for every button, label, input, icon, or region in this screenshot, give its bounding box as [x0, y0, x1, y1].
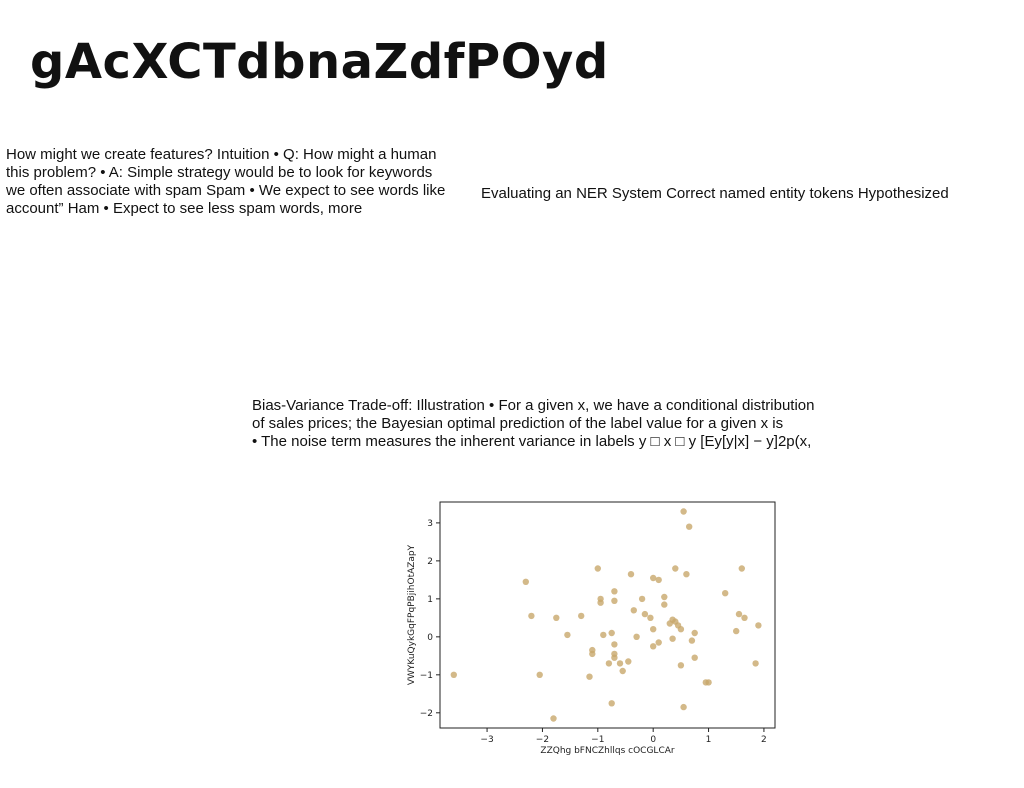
scatter-point: [450, 671, 457, 678]
scatter-point: [589, 650, 596, 658]
y-tick-label: 0: [427, 633, 433, 643]
scatter-point: [600, 631, 607, 639]
x-tick-label: 1: [706, 735, 712, 745]
scatter-point: [619, 667, 626, 675]
scatter-chart-svg: −3 −2 −1 0 1 2 −2 −1 0 1 2 3 ZZQhg bFNCZhllqs cOCG…: [407, 501, 776, 756]
text-block-bias-variance: Bias-Variance Trade-off: Illustration • …: [252, 397, 815, 450]
scatter-point: [705, 679, 712, 686]
y-tick-label: 2: [427, 557, 433, 567]
scatter-point: [691, 629, 698, 637]
scatter-point: [655, 639, 662, 646]
scatter-point: [672, 565, 679, 572]
scatter-point: [597, 599, 604, 606]
text-block-ner: Evaluating an NER System Correct named e…: [481, 185, 949, 202]
scatter-point: [536, 671, 543, 678]
x-tick-label: −3: [480, 735, 493, 745]
scatter-point: [661, 601, 668, 608]
scatter-point: [522, 578, 529, 585]
scatter-point: [755, 622, 762, 629]
scatter-point: [608, 629, 615, 637]
scatter-point: [752, 660, 759, 667]
scatter-point: [733, 627, 740, 635]
scatter-point: [638, 595, 646, 603]
x-tick-label: −2: [536, 735, 549, 745]
scatter-point: [669, 635, 676, 642]
scatter-point: [655, 576, 662, 584]
scatter-point: [680, 703, 687, 711]
scatter-point: [627, 571, 635, 578]
x-tick-label: 2: [761, 735, 767, 745]
scatter-point: [594, 565, 601, 572]
y-axis-label: VWYKuQykGqFPqPBjihOtAZapY: [407, 544, 417, 685]
scatter-point: [686, 523, 693, 530]
y-tick-label: −2: [420, 709, 433, 719]
scatter-point: [661, 593, 668, 601]
x-axis-ticks: −3 −2 −1 0 1 2: [480, 728, 767, 745]
scatter-point: [677, 626, 685, 633]
plot-area-frame: [439, 501, 776, 729]
scatter-point: [608, 700, 615, 707]
scatter-point: [647, 614, 654, 621]
scatter-point: [564, 631, 571, 639]
scatter-point: [611, 597, 618, 604]
scatter-point: [550, 715, 557, 722]
scatter-point: [650, 626, 657, 633]
scatter-point: [611, 654, 618, 661]
scatter-point: [611, 641, 618, 648]
scatter-point: [738, 565, 745, 572]
scatter-point: [741, 614, 748, 621]
x-tick-label: −1: [591, 735, 604, 745]
scatter-point: [735, 610, 743, 618]
scatter-point: [683, 571, 690, 578]
text-block-features: How might we create features? Intuition …: [6, 146, 446, 217]
scatter-point: [616, 660, 624, 667]
scatter-point: [677, 662, 685, 669]
scatter-point: [625, 658, 632, 665]
scatter-point: [528, 612, 535, 620]
scatter-point: [578, 612, 585, 620]
points-layer: [450, 508, 762, 722]
page-title: gAcXCTdbnaZdfPOyd: [30, 34, 609, 90]
scatter-point: [630, 607, 637, 614]
scatter-point: [553, 614, 560, 621]
y-tick-label: 1: [427, 595, 433, 605]
scatter-point: [586, 673, 593, 680]
scatter-point: [605, 660, 613, 667]
scatter-point: [650, 574, 657, 582]
y-tick-label: 3: [427, 519, 433, 529]
x-tick-label: 0: [650, 735, 656, 745]
scatter-point: [691, 654, 698, 661]
scatter-point: [611, 588, 618, 595]
scatter-chart: −3 −2 −1 0 1 2 −2 −1 0 1 2 3 ZZQhg bFNCZhllqs cOCG…: [400, 495, 790, 760]
scatter-point: [680, 508, 687, 515]
y-tick-label: −1: [420, 671, 433, 681]
scatter-point: [641, 610, 649, 618]
scatter-point: [688, 637, 696, 644]
y-axis-ticks: −2 −1 0 1 2 3: [420, 519, 440, 719]
scatter-point: [722, 590, 729, 597]
scatter-point: [633, 633, 640, 640]
x-axis-label: ZZQhg bFNCZhllqs cOCGLCAr: [540, 746, 674, 756]
scatter-point: [650, 643, 657, 650]
